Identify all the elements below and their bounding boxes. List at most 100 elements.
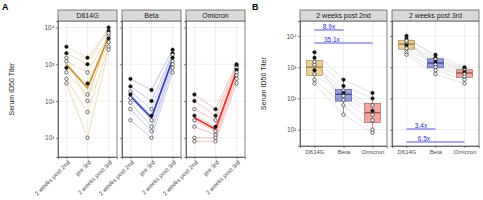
grid-line bbox=[66, 21, 67, 157]
point bbox=[129, 77, 132, 80]
tick-mark bbox=[56, 27, 58, 28]
point bbox=[371, 113, 374, 116]
tick-mark bbox=[390, 130, 392, 131]
point bbox=[65, 82, 68, 85]
tick-label: 2 weeks post 2nd bbox=[98, 159, 135, 196]
point bbox=[86, 99, 89, 102]
point bbox=[313, 56, 316, 59]
point bbox=[86, 82, 89, 85]
point bbox=[65, 60, 68, 63]
subject-line bbox=[66, 47, 108, 112]
tick-mark bbox=[298, 130, 300, 131]
tick bbox=[120, 138, 122, 139]
tick-mark bbox=[184, 101, 186, 102]
tick bbox=[120, 27, 122, 28]
plot-frame bbox=[122, 21, 181, 157]
point bbox=[342, 78, 345, 81]
point bbox=[193, 136, 196, 139]
tick-label: 10⁴ bbox=[286, 32, 296, 39]
grid bbox=[300, 21, 387, 146]
point bbox=[65, 51, 68, 54]
strip-title: D614G bbox=[76, 12, 98, 19]
plot-area bbox=[129, 48, 175, 140]
point bbox=[371, 119, 374, 122]
median-line bbox=[66, 37, 108, 88]
axis-line bbox=[56, 22, 59, 158]
tick: 10³ bbox=[45, 61, 58, 68]
fold-bracket bbox=[407, 129, 436, 130]
subject-line bbox=[407, 52, 465, 79]
point bbox=[65, 66, 68, 69]
strip-title: Omicron bbox=[202, 12, 229, 19]
plot-background bbox=[58, 21, 117, 157]
point bbox=[371, 131, 374, 134]
fold-label: 8.9x bbox=[323, 23, 336, 30]
point bbox=[129, 96, 132, 99]
point bbox=[342, 113, 345, 116]
facet: 2 weeks post 3rdD614GBetaOmicron3.4x6.5x bbox=[390, 10, 480, 155]
point bbox=[342, 84, 345, 87]
tick bbox=[184, 138, 186, 139]
point bbox=[235, 82, 238, 85]
tick-mark bbox=[120, 64, 122, 65]
point bbox=[150, 114, 153, 117]
point bbox=[405, 39, 408, 42]
point bbox=[65, 45, 68, 48]
tick-mark bbox=[184, 138, 186, 139]
facet: D614G2 weeks post 2ndpre 3rd2 weeks post… bbox=[2, 2, 118, 197]
point bbox=[107, 37, 110, 40]
y-axis bbox=[184, 22, 187, 158]
tick: pre 3rd bbox=[202, 157, 220, 177]
plot-frame bbox=[186, 21, 245, 157]
fold-bracket bbox=[315, 43, 373, 44]
point bbox=[171, 48, 174, 51]
tick bbox=[390, 98, 392, 99]
point bbox=[193, 107, 196, 110]
plot-frame bbox=[392, 21, 479, 146]
tick-label: Beta bbox=[338, 149, 351, 155]
subject-line bbox=[315, 62, 373, 121]
point bbox=[434, 68, 437, 71]
tick-label: pre 3rd bbox=[74, 159, 92, 177]
subject-line bbox=[315, 65, 373, 106]
point bbox=[150, 99, 153, 102]
tick-mark bbox=[390, 36, 392, 37]
tick bbox=[184, 101, 186, 102]
grid bbox=[58, 21, 117, 157]
tick-mark bbox=[184, 64, 186, 65]
tick-mark bbox=[120, 27, 122, 28]
tick-mark bbox=[237, 157, 238, 159]
plot-background bbox=[300, 21, 387, 146]
tick-mark bbox=[315, 146, 316, 148]
tick-label: Omicron bbox=[362, 149, 385, 155]
point bbox=[313, 82, 316, 85]
y-axis bbox=[390, 22, 393, 147]
grid bbox=[122, 21, 181, 157]
point bbox=[214, 119, 217, 122]
point bbox=[65, 56, 68, 59]
grid-line bbox=[372, 21, 373, 146]
tick-mark bbox=[88, 157, 89, 159]
point bbox=[193, 140, 196, 143]
tick: pre 3rd bbox=[138, 157, 156, 177]
tick-mark bbox=[390, 67, 392, 68]
point bbox=[193, 99, 196, 102]
tick-label: 2 weeks post 2nd bbox=[34, 159, 71, 196]
subject-line bbox=[315, 70, 373, 111]
point bbox=[371, 109, 374, 112]
tick-mark bbox=[109, 157, 110, 159]
point bbox=[342, 94, 345, 97]
point bbox=[129, 85, 132, 88]
tick-mark bbox=[298, 98, 300, 99]
point bbox=[107, 26, 110, 29]
grid-line bbox=[130, 21, 131, 157]
fold-bracket bbox=[407, 142, 465, 143]
fold-label: 3.4x bbox=[415, 122, 428, 129]
tick-label: 10³ bbox=[287, 64, 297, 71]
y-axis: 10¹10²10³10⁴ bbox=[286, 22, 300, 147]
axis-line bbox=[187, 158, 246, 160]
tick-label: 10¹ bbox=[45, 134, 55, 141]
tick: D614G bbox=[397, 146, 416, 155]
subject-line bbox=[407, 48, 465, 74]
tick-label: pre 3rd bbox=[202, 159, 220, 177]
